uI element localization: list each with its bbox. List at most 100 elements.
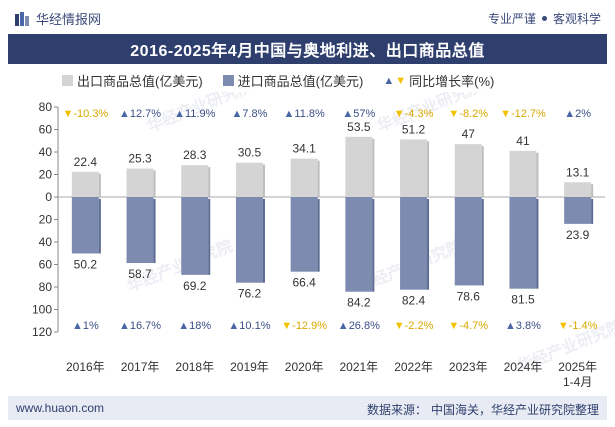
import-bar-edge (591, 199, 594, 224)
export-bar (509, 150, 537, 197)
export-bar-edge (591, 184, 594, 197)
y-tick-label: 40 (39, 235, 53, 249)
export-bar (290, 158, 318, 197)
x-tick-label: 2022年 (394, 360, 433, 374)
y-tick-label: 60 (39, 123, 53, 137)
legend-export-swatch (62, 75, 73, 86)
footer-url[interactable]: www.huaon.com (16, 401, 105, 415)
y-tick-label: 80 (39, 280, 53, 294)
x-tick-label: 2019年 (230, 360, 269, 374)
x-tick-label: 2016年 (66, 360, 105, 374)
export-bar (345, 136, 373, 197)
export-value-label: 13.1 (566, 165, 590, 179)
x-tick-label: 2025年 1-4月 (558, 360, 597, 389)
export-bar (181, 165, 209, 197)
export-bar-edge (98, 173, 101, 197)
import-growth-label: ▲26.8% (338, 320, 380, 332)
x-tick-label: 2024年 (504, 360, 543, 374)
chart-area: 华经产业研究院华经产业研究院华经产业研究院华经产业研究院华经产业研究院80604… (32, 92, 615, 389)
export-bar (564, 182, 592, 197)
import-value-label: 69.2 (183, 279, 207, 293)
import-value-label: 58.7 (128, 267, 152, 281)
import-bar (509, 197, 537, 289)
footer-source: 数据来源： 中国海关，华经产业研究院整理 (367, 401, 599, 418)
export-growth-label: ▼-10.3% (62, 108, 108, 120)
export-bar (454, 144, 482, 197)
export-value-label: 30.5 (238, 146, 262, 160)
x-tick-label: 2020年 (285, 360, 324, 374)
export-growth-label: ▲57% (342, 108, 375, 120)
export-growth-label: ▼-4.3% (394, 108, 434, 120)
import-growth-label: ▼-4.7% (448, 320, 488, 332)
y-tick-label: 0 (45, 190, 52, 204)
export-bar-edge (262, 164, 265, 197)
export-growth-label: ▼-8.2% (448, 108, 488, 120)
import-value-label: 82.4 (402, 294, 426, 308)
chart-title: 2016-2025年4月中国与奥地利进、出口商品总值 (8, 34, 607, 64)
export-bar-edge (536, 152, 539, 197)
tag-professional: 专业严谨 (487, 12, 536, 26)
export-bar-edge (208, 167, 211, 197)
export-bar-edge (481, 146, 484, 197)
y-tick-label: 20 (39, 168, 53, 182)
legend-growth: ▲ ▼ 同比增长率(%) (383, 71, 494, 90)
source-text: 中国海关，华经产业研究院整理 (430, 403, 599, 417)
export-growth-label: ▲2% (564, 108, 591, 120)
x-tick-label: 2017年 (121, 360, 160, 374)
x-tick-label: 2018年 (175, 360, 214, 374)
import-bar-edge (372, 199, 375, 292)
export-growth-label: ▲12.7% (119, 108, 161, 120)
import-growth-label: ▲16.7% (119, 320, 161, 332)
import-bar (235, 197, 263, 283)
logo-icon (15, 11, 29, 26)
y-tick-label: 40 (39, 145, 53, 159)
export-value-label: 25.3 (128, 152, 152, 166)
site-name: 华经情报网 (36, 12, 102, 27)
logo[interactable]: 华经情报网 (14, 9, 101, 28)
export-bar (235, 162, 263, 197)
export-bar (400, 139, 428, 197)
import-bar (454, 197, 482, 286)
export-bar-edge (153, 170, 156, 197)
legend-import-label: 进口商品总值(亿美元) (237, 74, 364, 89)
triangle-up-icon: ▲ (383, 74, 395, 87)
import-growth-label: ▲3.8% (505, 320, 541, 332)
import-growth-label: ▼-1.4% (558, 320, 598, 332)
export-growth-label: ▼-12.7% (500, 108, 546, 120)
import-bar-edge (262, 199, 265, 283)
y-tick-label: 60 (39, 258, 53, 272)
import-bar-edge (427, 199, 430, 290)
header: 华经情报网 专业严谨 客观科学 (0, 0, 615, 34)
source-label: 数据来源： (366, 403, 427, 417)
import-growth-label: ▲10.1% (228, 320, 270, 332)
import-value-label: 66.4 (292, 276, 316, 290)
import-bar-edge (98, 199, 101, 254)
import-growth-label: ▲1% (72, 320, 99, 332)
x-tick-label: 2023年 (449, 360, 488, 374)
export-value-label: 41 (516, 134, 530, 148)
import-bar (290, 197, 318, 272)
import-bar (126, 197, 154, 264)
legend-export: 出口商品总值(亿美元) (62, 71, 203, 90)
legend-growth-label: 同比增长率(%) (409, 74, 495, 89)
import-value-label: 50.2 (74, 257, 98, 271)
import-bar (345, 197, 373, 292)
legend-import-swatch (222, 75, 234, 86)
y-tick-label: 100 (32, 303, 52, 317)
y-tick-label: 20 (39, 213, 53, 227)
export-bar-edge (317, 160, 320, 197)
y-tick-label: 120 (32, 325, 52, 339)
legend: 出口商品总值(亿美元) 进口商品总值(亿美元) ▲ ▼ 同比增长率(%) (62, 71, 514, 90)
export-bar-edge (427, 141, 430, 197)
dot-separator (541, 16, 547, 21)
import-bar-edge (481, 199, 484, 286)
import-bar-edge (317, 199, 320, 272)
export-value-label: 28.3 (183, 148, 207, 162)
import-bar-edge (536, 199, 539, 289)
export-value-label: 51.2 (402, 122, 426, 136)
import-bar-edge (208, 199, 211, 275)
tag-objective: 客观科学 (552, 12, 601, 26)
export-growth-label: ▲7.8% (231, 108, 267, 120)
y-tick-label: 80 (39, 100, 53, 114)
import-bar (400, 197, 428, 290)
